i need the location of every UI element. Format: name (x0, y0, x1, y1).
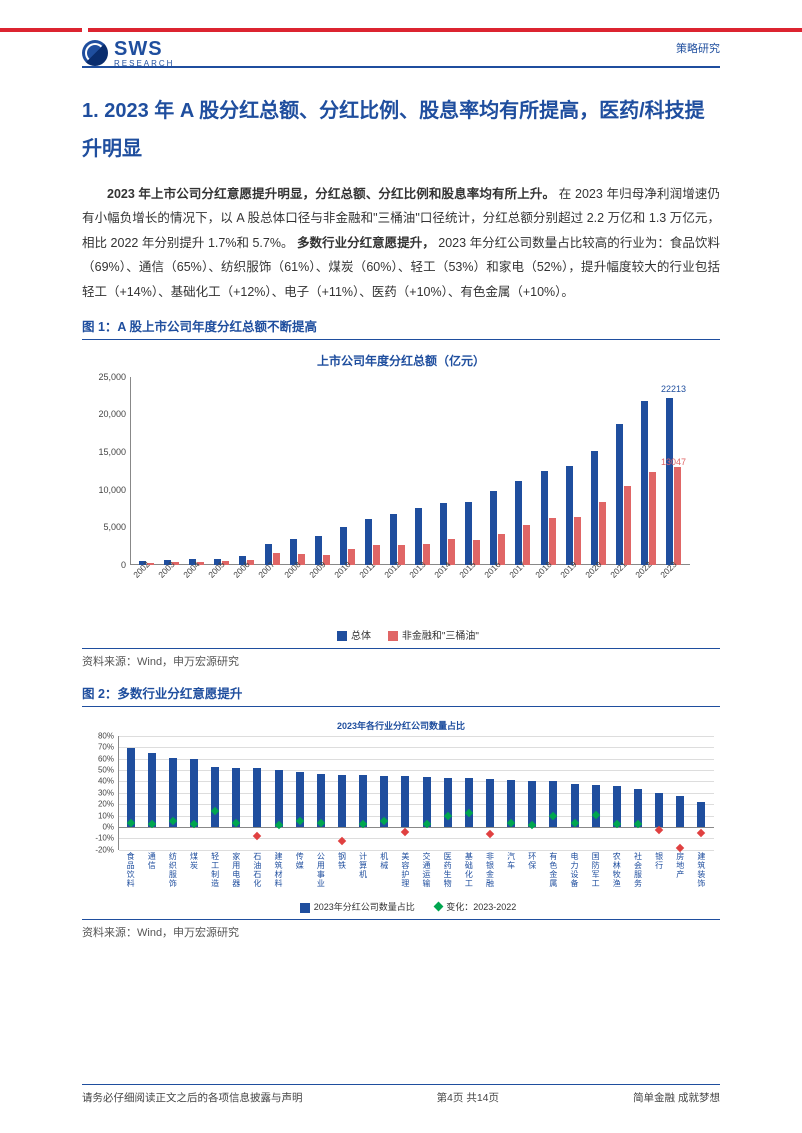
figure1-title: 图 1：A 股上市公司年度分红总额不断提高 (82, 316, 720, 340)
para-lead-bold: 2023 年上市公司分红意愿提升明显，分红总额、分红比例和股息率均有所上升。 (107, 187, 555, 201)
chart2: 2023年各行业分红公司数量占比 -20%-10%0%10%20%30%40%5… (82, 713, 720, 919)
category-label: 策略研究 (676, 40, 720, 56)
figure2-title: 图 2：多数行业分红意愿提升 (82, 683, 720, 707)
figure1-source: 资料来源：Wind，申万宏源研究 (82, 648, 720, 671)
chart2-legend: 2023年分红公司数量占比 变化：2023-2022 (82, 896, 720, 919)
para-mid-bold: 多数行业分红意愿提升， (297, 236, 435, 250)
footer-disclaimer: 请务必仔细阅读正文之后的各项信息披露与声明 (82, 1090, 303, 1105)
top-red-bar (0, 28, 802, 32)
chart1-subtitle: 上市公司年度分红总额（亿元） (82, 346, 720, 377)
chart1-legend: 总体 非金融和"三桶油" (82, 597, 720, 648)
footer-slogan: 简单金融 成就梦想 (633, 1090, 720, 1105)
header-rule (82, 66, 720, 68)
body-paragraph: 2023 年上市公司分红意愿提升明显，分红总额、分红比例和股息率均有所上升。 在… (82, 182, 720, 304)
chart1: 上市公司年度分红总额（亿元） 05,00010,00015,00020,0002… (82, 346, 720, 648)
footer-page: 第4页 共14页 (437, 1090, 499, 1105)
chart2-subtitle: 2023年各行业分红公司数量占比 (82, 713, 720, 736)
figure2-source: 资料来源：Wind，申万宏源研究 (82, 919, 720, 942)
logo-icon (82, 40, 108, 66)
page-footer: 请务必仔细阅读正文之后的各项信息披露与声明 第4页 共14页 简单金融 成就梦想 (82, 1090, 720, 1105)
brand-logo: SWS RESEARCH (82, 38, 174, 68)
brand-main: SWS (114, 38, 174, 61)
section-heading: 1. 2023 年 A 股分红总额、分红比例、股息率均有所提高，医药/科技提升明… (82, 92, 720, 168)
footer-rule (82, 1084, 720, 1086)
